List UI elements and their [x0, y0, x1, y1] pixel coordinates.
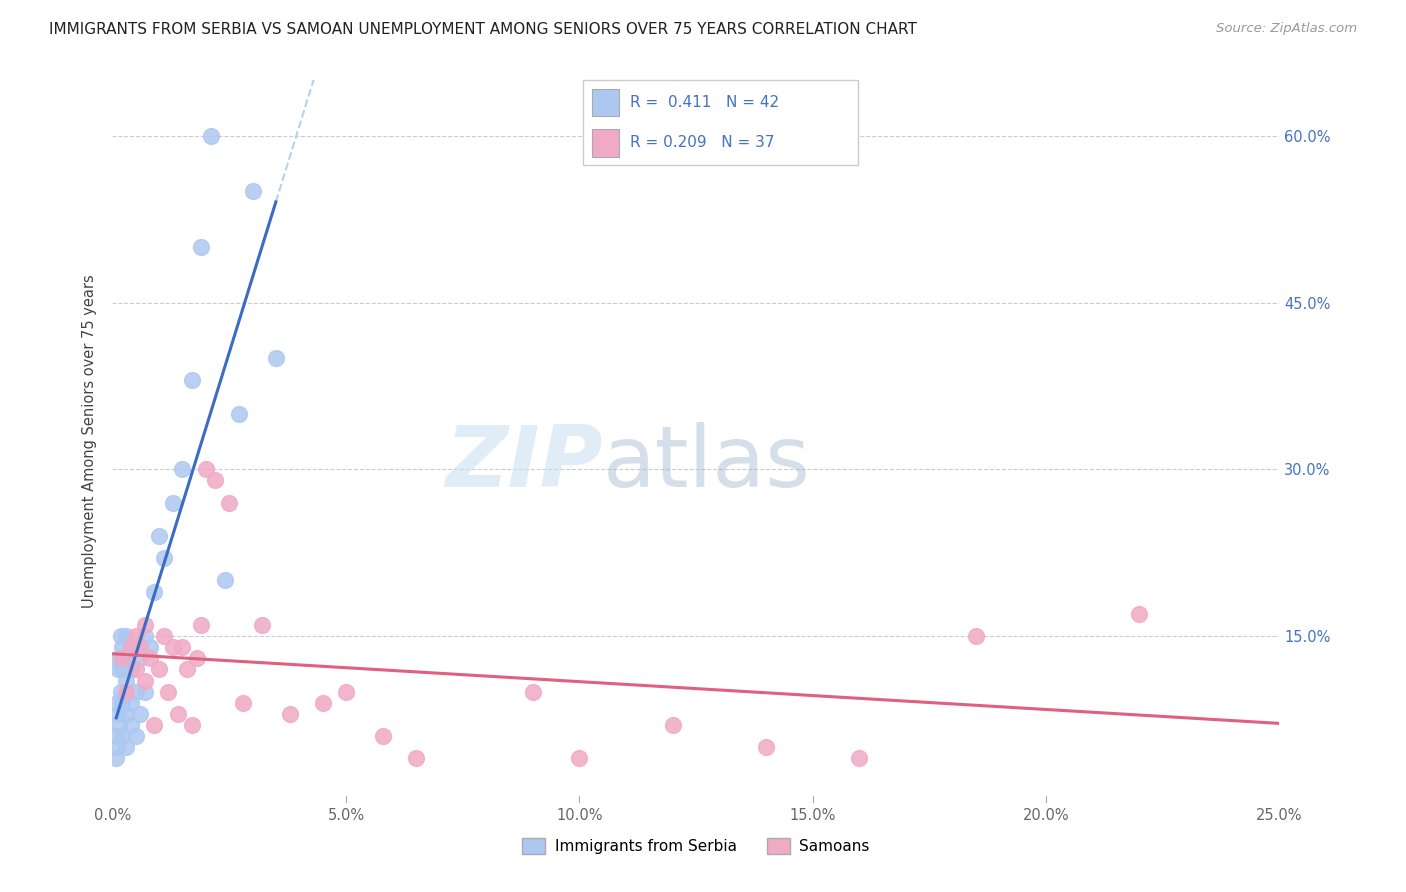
Point [157, 684, 180, 698]
Text: IMMIGRANTS FROM SERBIA VS SAMOAN UNEMPLOYMENT AMONG SENIORS OVER 75 YEARS CORREL: IMMIGRANTS FROM SERBIA VS SAMOAN UNEMPLO… [49, 22, 917, 37]
Point [115, 740, 138, 755]
Point [125, 729, 148, 743]
Point [143, 718, 166, 732]
Point [162, 640, 184, 655]
Point [172, 462, 194, 476]
Y-axis label: Unemployment Among Seniors over 75 years: Unemployment Among Seniors over 75 years [82, 275, 97, 608]
Bar [592, 89, 619, 116]
Point [115, 651, 138, 665]
Point [129, 651, 152, 665]
Point [115, 684, 138, 698]
Point [264, 351, 287, 366]
Point [180, 373, 202, 387]
Point [190, 618, 212, 632]
Point [568, 751, 591, 765]
Point [755, 740, 778, 755]
Point [194, 462, 217, 476]
Point [134, 618, 156, 632]
Point [278, 706, 301, 721]
Point [125, 640, 148, 655]
Point [108, 651, 131, 665]
Point [134, 684, 156, 698]
Point [120, 640, 142, 655]
Point [129, 706, 152, 721]
Point [335, 684, 357, 698]
Point [129, 640, 152, 655]
Point [153, 629, 176, 643]
Point [190, 240, 212, 254]
Point [111, 640, 134, 655]
Point [228, 407, 250, 421]
Point [115, 673, 138, 688]
Point [105, 751, 128, 765]
Point [200, 128, 222, 143]
Point [965, 629, 987, 643]
Text: R =  0.411   N = 42: R = 0.411 N = 42 [630, 95, 779, 110]
Legend: Immigrants from Serbia, Samoans: Immigrants from Serbia, Samoans [516, 832, 876, 860]
Text: R = 0.209   N = 37: R = 0.209 N = 37 [630, 136, 775, 151]
Point [111, 662, 134, 676]
Point [218, 496, 240, 510]
Point [120, 696, 142, 710]
Point [125, 684, 148, 698]
Point [105, 729, 128, 743]
Point [139, 651, 162, 665]
Point [186, 651, 208, 665]
Point [172, 640, 194, 655]
Point [134, 673, 156, 688]
Text: atlas: atlas [603, 422, 811, 505]
Point [148, 662, 170, 676]
Bar [592, 129, 619, 157]
Point [1128, 607, 1150, 621]
Point [115, 629, 138, 643]
FancyBboxPatch shape [583, 80, 858, 165]
Point [242, 185, 264, 199]
Point [180, 718, 202, 732]
Point [111, 729, 134, 743]
Point [120, 718, 142, 732]
Point [107, 706, 129, 721]
Point [214, 574, 236, 588]
Point [115, 706, 138, 721]
Point [153, 551, 176, 566]
Point [107, 662, 129, 676]
Text: ZIP: ZIP [444, 422, 603, 505]
Point [111, 696, 134, 710]
Point [125, 629, 148, 643]
Point [139, 640, 162, 655]
Point [111, 651, 134, 665]
Point [110, 684, 132, 698]
Point [661, 718, 683, 732]
Point [108, 718, 131, 732]
Point [105, 696, 128, 710]
Point [232, 696, 254, 710]
Point [311, 696, 333, 710]
Point [125, 662, 148, 676]
Point [250, 618, 273, 632]
Text: Source: ZipAtlas.com: Source: ZipAtlas.com [1216, 22, 1357, 36]
Point [522, 684, 544, 698]
Point [143, 584, 166, 599]
Point [166, 706, 188, 721]
Point [134, 629, 156, 643]
Point [176, 662, 198, 676]
Point [373, 729, 395, 743]
Point [105, 740, 128, 755]
Point [110, 629, 132, 643]
Point [148, 529, 170, 543]
Point [848, 751, 870, 765]
Point [120, 662, 142, 676]
Point [405, 751, 427, 765]
Point [204, 474, 226, 488]
Point [162, 496, 184, 510]
